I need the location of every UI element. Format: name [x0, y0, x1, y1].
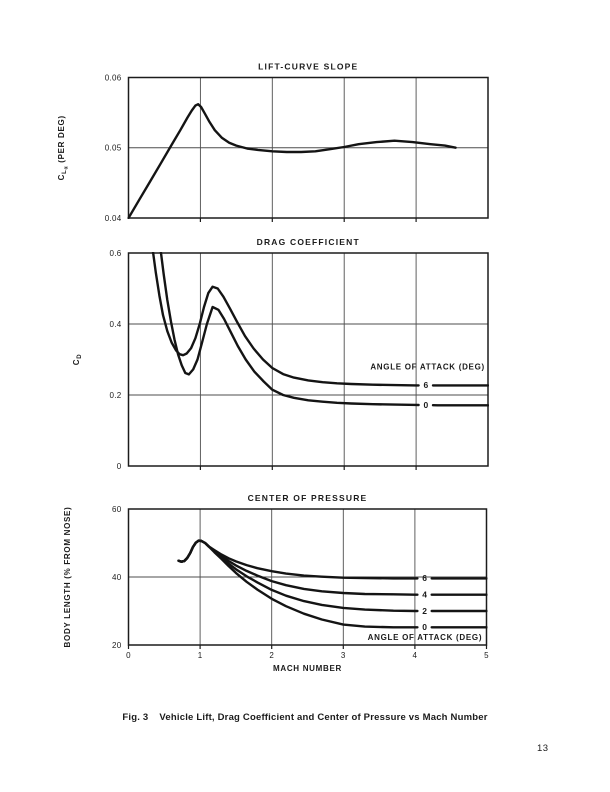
- figure-caption: Fig. 3 Vehicle Lift, Drag Coefficient an…: [0, 712, 610, 723]
- svg-text:CENTER OF PRESSURE: CENTER OF PRESSURE: [248, 493, 368, 503]
- svg-text:2: 2: [269, 651, 274, 660]
- svg-text:DRAG COEFFICIENT: DRAG COEFFICIENT: [257, 237, 360, 247]
- svg-text:CLα (PER DEG): CLα (PER DEG): [57, 115, 70, 180]
- svg-text:20: 20: [112, 641, 122, 650]
- svg-text:4: 4: [422, 589, 427, 599]
- svg-text:6: 6: [423, 380, 428, 390]
- svg-text:0.6: 0.6: [109, 249, 121, 258]
- svg-text:0.06: 0.06: [105, 73, 122, 82]
- svg-text:6: 6: [422, 573, 427, 583]
- svg-text:5: 5: [484, 651, 489, 660]
- svg-text:ANGLE OF ATTACK (DEG): ANGLE OF ATTACK (DEG): [368, 633, 483, 642]
- figure-caption-text: Vehicle Lift, Drag Coefficient and Cente…: [159, 712, 488, 723]
- figure-caption-label: Fig. 3: [122, 712, 149, 723]
- svg-text:0.2: 0.2: [109, 391, 121, 400]
- svg-text:0.05: 0.05: [105, 144, 122, 153]
- svg-text:40: 40: [112, 573, 122, 582]
- svg-text:0: 0: [117, 462, 122, 471]
- svg-text:2: 2: [422, 606, 427, 616]
- svg-text:3: 3: [341, 651, 346, 660]
- svg-text:ANGLE OF ATTACK (DEG): ANGLE OF ATTACK (DEG): [370, 362, 485, 371]
- svg-text:0.04: 0.04: [105, 214, 122, 223]
- svg-text:4: 4: [413, 651, 418, 660]
- svg-text:MACH NUMBER: MACH NUMBER: [273, 664, 342, 673]
- svg-text:0.4: 0.4: [109, 320, 121, 329]
- svg-text:0: 0: [423, 400, 428, 410]
- svg-text:60: 60: [112, 505, 122, 514]
- svg-text:BODY LENGTH (% FROM NOSE): BODY LENGTH (% FROM NOSE): [63, 507, 72, 648]
- svg-text:LIFT-CURVE SLOPE: LIFT-CURVE SLOPE: [258, 62, 358, 72]
- page-number: 13: [537, 743, 549, 754]
- svg-text:CD: CD: [72, 354, 83, 366]
- svg-text:0: 0: [422, 622, 427, 632]
- svg-text:1: 1: [198, 651, 203, 660]
- svg-text:0: 0: [126, 651, 131, 660]
